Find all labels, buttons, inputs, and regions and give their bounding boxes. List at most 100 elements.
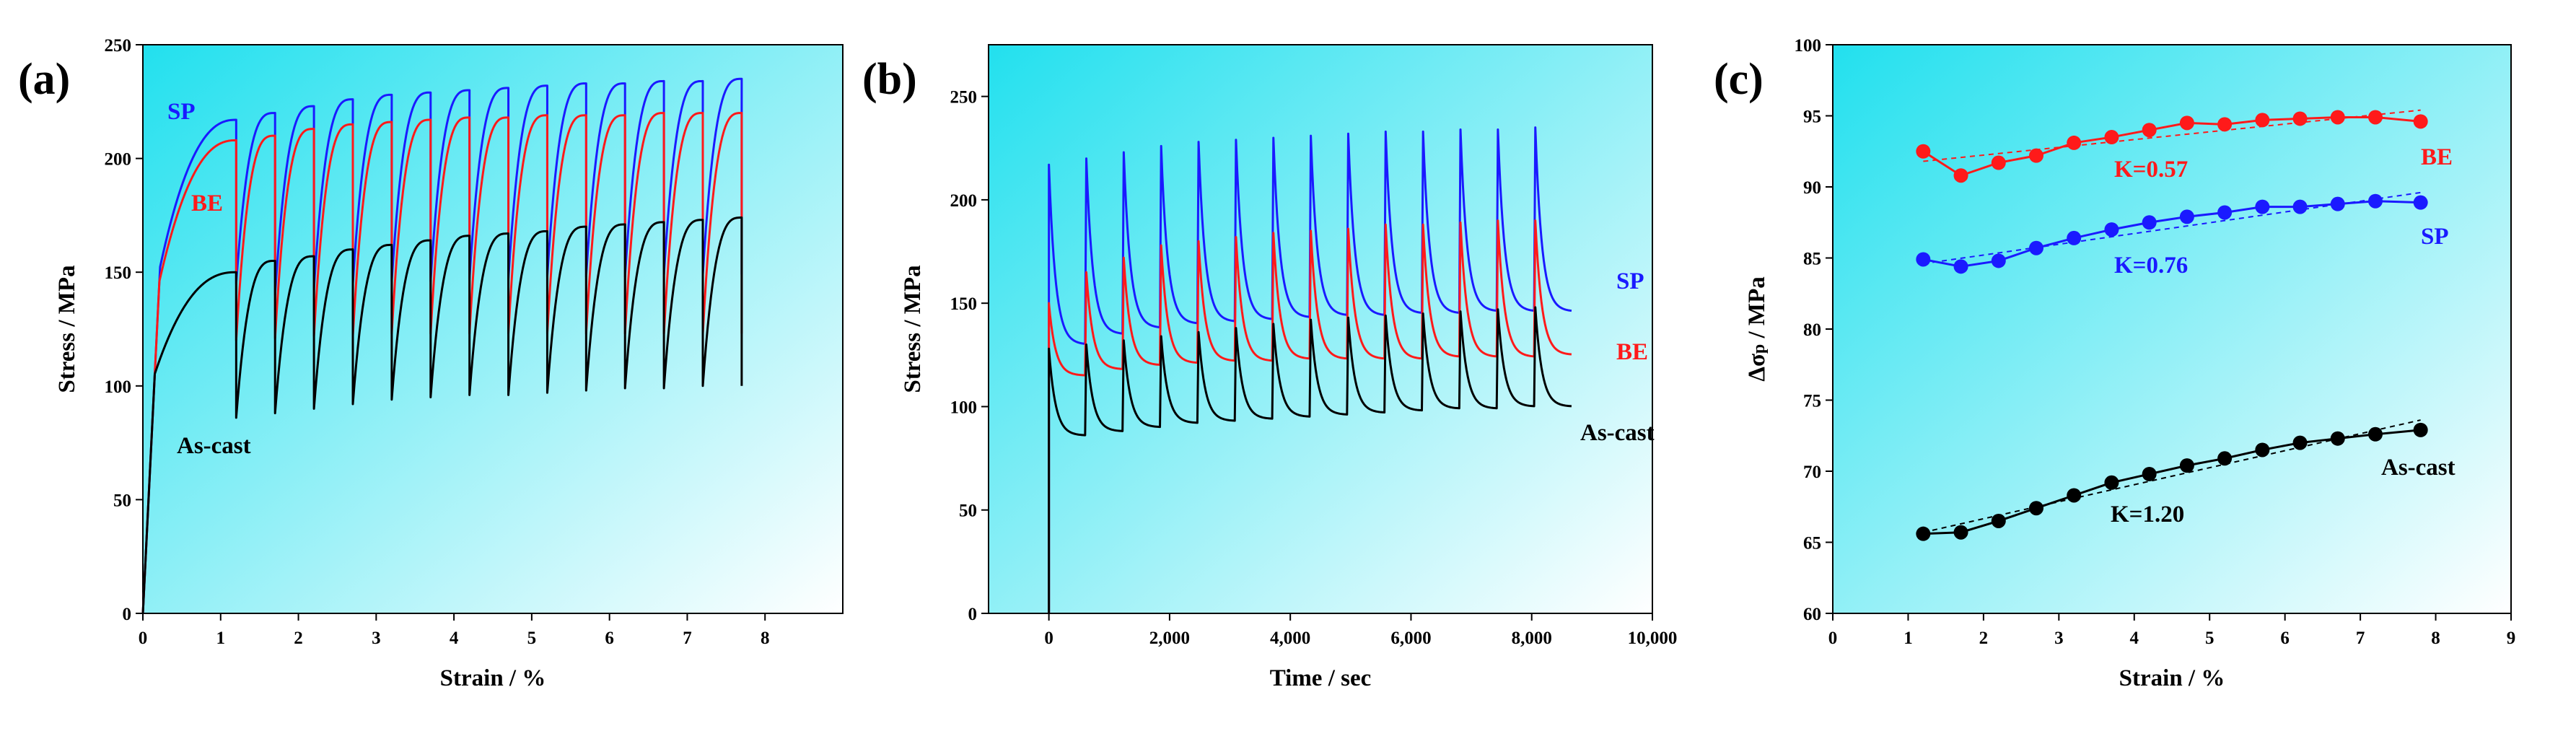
- data-point-as-cast: [2330, 431, 2345, 446]
- x-tick-label-b: 6,000: [1390, 629, 1431, 648]
- panel-label-a: (a): [18, 55, 70, 104]
- y-axis-title-c-unit: / MPa: [1744, 276, 1770, 343]
- data-point-as-cast: [2255, 442, 2270, 458]
- data-point-be: [1953, 168, 1968, 183]
- data-point-as-cast: [2413, 422, 2428, 437]
- y-tick-label-b: 100: [950, 398, 978, 417]
- series-label-sp: SP: [2421, 224, 2449, 250]
- data-point-as-cast: [1991, 513, 2006, 528]
- x-axis-title-a: Strain / %: [440, 665, 546, 691]
- x-tick-label-c: 5: [2205, 629, 2214, 648]
- data-point-sp: [2255, 199, 2270, 214]
- x-tick-label-a: 6: [605, 629, 614, 648]
- x-axis-title-c: Strain / %: [2119, 665, 2225, 691]
- y-axis-title-a: Stress / MPa: [54, 265, 80, 393]
- x-tick-label-b: 10,000: [1628, 629, 1678, 648]
- data-point-be: [2067, 135, 2082, 150]
- x-tick-label-b: 0: [1044, 629, 1053, 648]
- x-tick-label-b: 2,000: [1149, 629, 1190, 648]
- x-tick-label-a: 2: [294, 629, 303, 648]
- panel-label-c: (c): [1714, 55, 1764, 104]
- data-point-as-cast: [2292, 435, 2308, 450]
- panel-label-b: (b): [862, 55, 917, 104]
- y-tick-label-b: 150: [950, 294, 978, 314]
- data-point-be: [2368, 110, 2383, 125]
- y-tick-label-b: 250: [950, 88, 978, 108]
- x-tick-label-c: 3: [2054, 629, 2064, 648]
- x-tick-label-c: 6: [2280, 629, 2290, 648]
- x-tick-label-c: 4: [2130, 629, 2139, 648]
- series-label-as-cast: As-cast: [1580, 420, 1655, 446]
- data-point-be: [2413, 114, 2428, 129]
- data-point-sp: [2368, 193, 2383, 209]
- y-tick-label-b: 50: [959, 502, 977, 521]
- data-point-be: [2217, 117, 2233, 132]
- series-label-as-cast: As-cast: [177, 433, 251, 459]
- series-label-sp: SP: [1616, 268, 1644, 294]
- data-point-sp: [2104, 222, 2119, 237]
- y-tick-label-c: 80: [1803, 320, 1821, 340]
- data-point-be: [1916, 144, 1931, 159]
- y-tick-label-a: 50: [113, 491, 131, 510]
- y-tick-label-c: 100: [1795, 36, 1822, 56]
- data-point-as-cast: [2368, 426, 2383, 442]
- plot-area-a: [142, 44, 844, 614]
- y-axis-title-c-main: Δσ: [1744, 354, 1770, 382]
- x-tick-label-a: 0: [139, 629, 148, 648]
- data-point-as-cast: [1916, 526, 1931, 541]
- x-tick-label-b: 4,000: [1270, 629, 1310, 648]
- x-tick-label-a: 3: [372, 629, 381, 648]
- data-point-as-cast: [2142, 466, 2157, 481]
- data-point-be: [1991, 155, 2006, 170]
- series-line-as-cast: [141, 216, 743, 614]
- data-point-sp: [1916, 252, 1931, 267]
- x-tick-label-a: 1: [216, 629, 226, 648]
- x-tick-label-c: 1: [1903, 629, 1913, 648]
- panel-c-delta-sigma: 0 1 2 3 4 5 6 7 8 9 60 65 70 75 80 85 90 95 100 BE K=0.57 SP K…: [1714, 36, 2515, 691]
- y-tick-label-c: 70: [1803, 463, 1821, 482]
- series-label-be: BE: [191, 191, 223, 216]
- y-tick-label-c: 75: [1803, 392, 1821, 411]
- data-point-sp: [2330, 196, 2345, 211]
- series-line-sp: [141, 77, 743, 614]
- y-tick-label-b: 200: [950, 191, 978, 211]
- series-label-as-cast: As-cast: [2381, 455, 2455, 481]
- x-tick-label-c: 8: [2431, 629, 2440, 648]
- plot-area-c: [1832, 44, 2512, 614]
- data-point-sp: [2179, 209, 2194, 224]
- data-point-be: [2104, 130, 2119, 145]
- x-tick-label-c: 2: [1979, 629, 1989, 648]
- data-point-as-cast: [2104, 475, 2119, 490]
- data-point-as-cast: [2067, 488, 2082, 503]
- x-tick-label-a: 8: [761, 629, 770, 648]
- y-tick-label-a: 200: [105, 150, 132, 170]
- y-tick-label-c: 95: [1803, 108, 1821, 127]
- data-point-sp: [1953, 259, 1968, 274]
- y-tick-label-a: 250: [105, 36, 132, 56]
- data-point-as-cast: [1953, 525, 1968, 540]
- x-tick-label-c: 0: [1828, 629, 1838, 648]
- data-point-sp: [2217, 205, 2233, 220]
- x-tick-label-b: 8,000: [1512, 629, 1552, 648]
- data-point-sp: [2029, 240, 2043, 255]
- x-tick-label-c: 7: [2356, 629, 2365, 648]
- data-point-as-cast: [2217, 451, 2233, 466]
- data-point-be: [2330, 110, 2345, 125]
- y-axis-title-b: Stress / MPa: [900, 265, 926, 393]
- panel-b-stress-time: 0 2,000 4,000 6,000 8,000 10,000 0 50 100 150 200 2…: [862, 44, 1678, 691]
- data-point-be: [2029, 148, 2043, 163]
- x-tick-label-a: 7: [683, 629, 692, 648]
- data-point-be: [2179, 115, 2194, 131]
- y-tick-label-b: 0: [968, 605, 978, 624]
- x-tick-label-c: 9: [2507, 629, 2516, 648]
- x-tick-label-a: 5: [527, 629, 537, 648]
- series-line-as-cast: [1048, 306, 1572, 613]
- fit-label-as-cast: K=1.20: [2111, 502, 2184, 528]
- data-point-as-cast: [2179, 458, 2194, 473]
- y-tick-label-c: 60: [1803, 605, 1821, 624]
- y-tick-label-a: 100: [105, 377, 132, 397]
- fit-label-sp: K=0.76: [2114, 253, 2188, 279]
- y-tick-label-a: 0: [123, 605, 132, 624]
- data-point-sp: [2067, 230, 2082, 245]
